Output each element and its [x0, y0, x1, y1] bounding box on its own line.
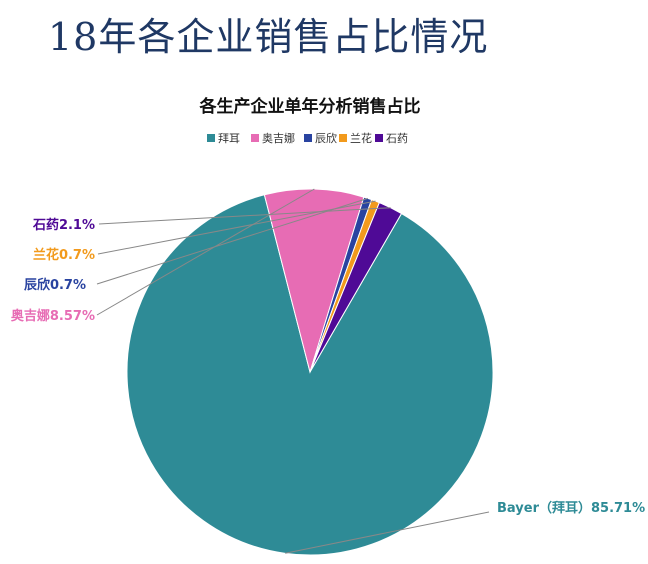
chart-title: 各生产企业单年分析销售占比: [199, 96, 421, 117]
slice-label-bayer: Bayer（拜耳）85.71%: [497, 500, 645, 516]
slice-label-chenxin: 辰欣0.7%: [24, 277, 86, 293]
leader-line-chenxin: [96, 197, 368, 285]
legend-label: 石药: [386, 132, 408, 145]
legend-item-chenxin[interactable]: 辰欣: [304, 131, 337, 145]
page-title: 18年各企业销售占比情况: [48, 15, 489, 59]
legend-swatch: [375, 134, 383, 142]
legend-swatch: [207, 134, 215, 142]
legend-item-lanhua[interactable]: 兰花: [339, 132, 372, 145]
pie-slices: [126, 188, 494, 556]
leader-line-bayer: [285, 511, 490, 554]
legend-item-shiyao[interactable]: 石药: [375, 132, 408, 145]
legend-label: 兰花: [350, 132, 372, 145]
legend-swatch: [251, 134, 259, 142]
leader-line-aojina: [96, 188, 315, 316]
legend-label: 拜耳: [218, 132, 240, 145]
legend-label: 辰欣: [315, 131, 337, 145]
legend-item-aojina[interactable]: 奥吉娜: [251, 131, 295, 145]
legend-swatch: [339, 134, 347, 142]
leader-line-lanhua: [97, 200, 376, 255]
chart-legend: 拜耳 奥吉娜 辰欣 兰花 石药: [207, 131, 408, 145]
legend-swatch: [304, 134, 312, 142]
pie-slice-shiyao[interactable]: [309, 201, 403, 373]
legend-item-bayer[interactable]: 拜耳: [207, 132, 240, 145]
slice-label-shiyao: 石药2.1%: [32, 217, 95, 233]
slice-label-lanhua: 兰花0.7%: [33, 247, 95, 263]
legend-label: 奥吉娜: [262, 131, 295, 145]
slice-labels: Bayer（拜耳）85.71% 奥吉娜8.57% 辰欣0.7% 兰花0.7% 石药2.1…: [11, 188, 645, 554]
slice-label-aojina: 奥吉娜8.57%: [11, 308, 95, 324]
leader-line-shiyao: [98, 207, 391, 225]
